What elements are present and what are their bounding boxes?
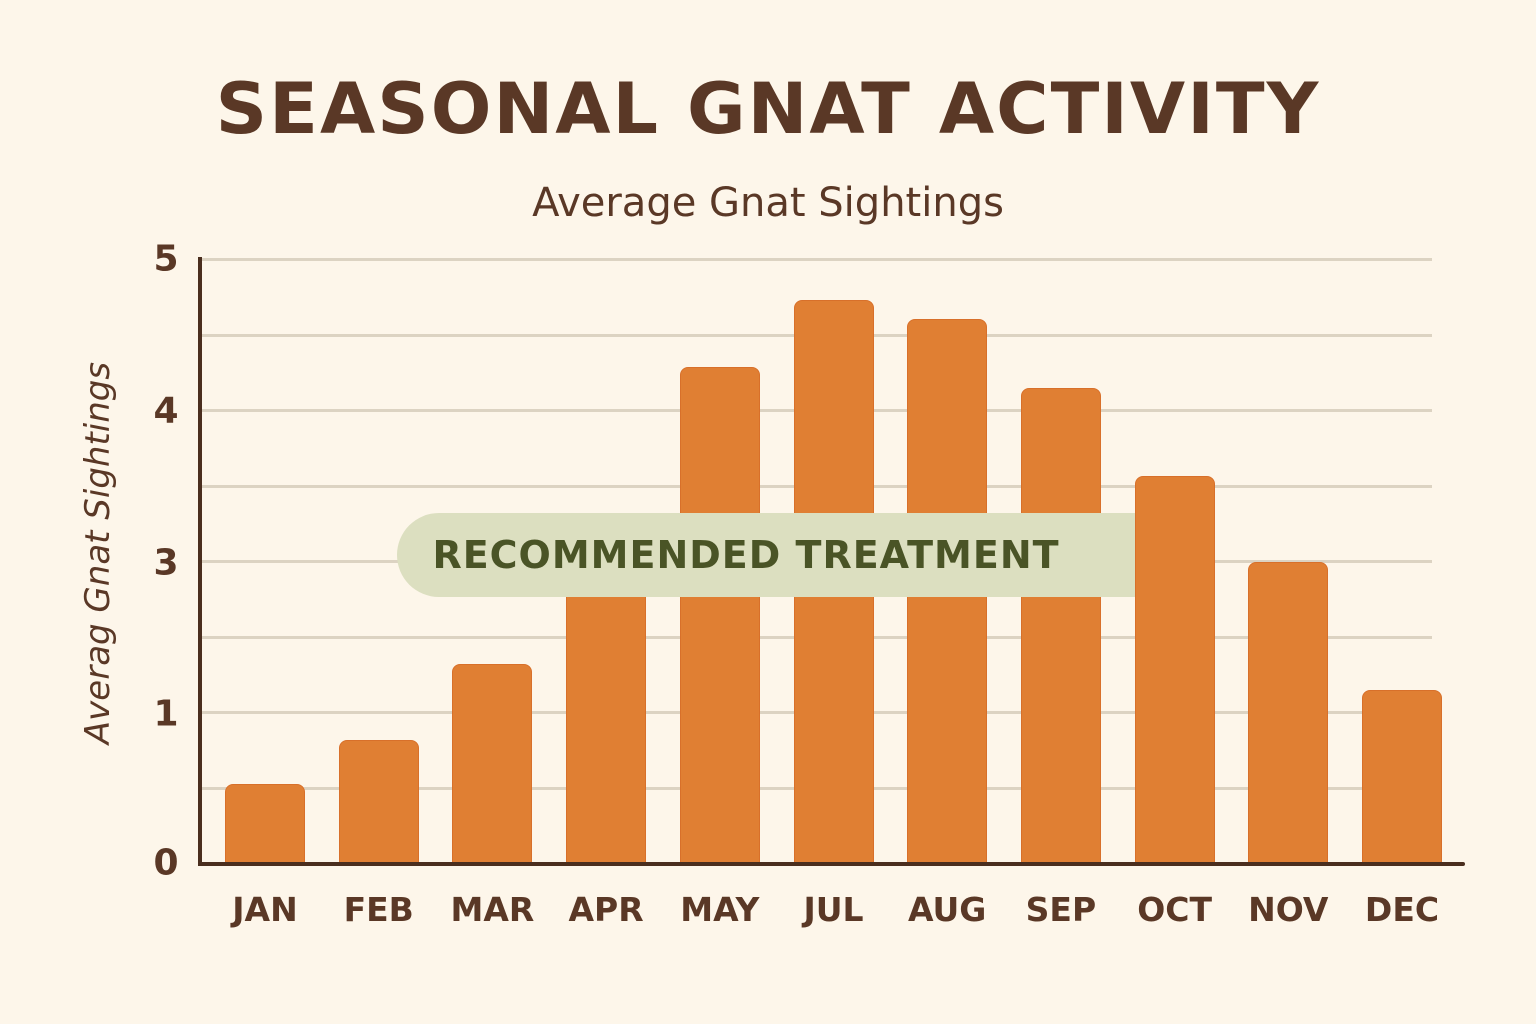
bar-feb bbox=[338, 739, 419, 863]
bar-mar bbox=[452, 663, 533, 863]
gridline bbox=[202, 258, 1432, 261]
x-tick-label: MAR bbox=[450, 890, 535, 929]
x-tick-label: NOV bbox=[1248, 890, 1329, 929]
y-tick-label: 3 bbox=[153, 542, 179, 584]
x-tick-label: JAN bbox=[232, 890, 298, 929]
x-tick-label: SEP bbox=[1025, 890, 1097, 929]
x-tick-label: JUL bbox=[803, 890, 864, 929]
x-tick-label: FEB bbox=[343, 890, 414, 929]
recommended-treatment-band: RECOMMENDED TREATMENT bbox=[397, 513, 1135, 597]
bar-jan bbox=[225, 784, 305, 863]
bar-may bbox=[679, 366, 760, 863]
y-axis-line bbox=[198, 257, 202, 866]
bar-nov bbox=[1248, 562, 1329, 863]
bar-sep bbox=[1020, 388, 1101, 863]
y-tick-label: 0 bbox=[153, 842, 179, 884]
x-tick-label: AUG bbox=[907, 890, 987, 929]
x-tick-label: OCT bbox=[1137, 890, 1212, 929]
x-tick-label: DEC bbox=[1364, 890, 1440, 929]
x-tick-label: APR bbox=[568, 890, 644, 929]
bar-dec bbox=[1362, 690, 1442, 863]
y-tick-label: 1 bbox=[153, 693, 179, 735]
x-tick-label: MAY bbox=[680, 890, 760, 929]
y-tick-label: 5 bbox=[153, 238, 179, 280]
chart-subtitle: Average Gnat Sightings bbox=[532, 180, 1004, 226]
x-axis-line bbox=[198, 862, 1465, 866]
y-tick-label: 4 bbox=[153, 390, 179, 432]
bar-oct bbox=[1134, 476, 1215, 863]
band-label: RECOMMENDED TREATMENT bbox=[432, 533, 1060, 577]
chart-title: SEASONAL GNAT ACTIVITY bbox=[215, 68, 1321, 150]
